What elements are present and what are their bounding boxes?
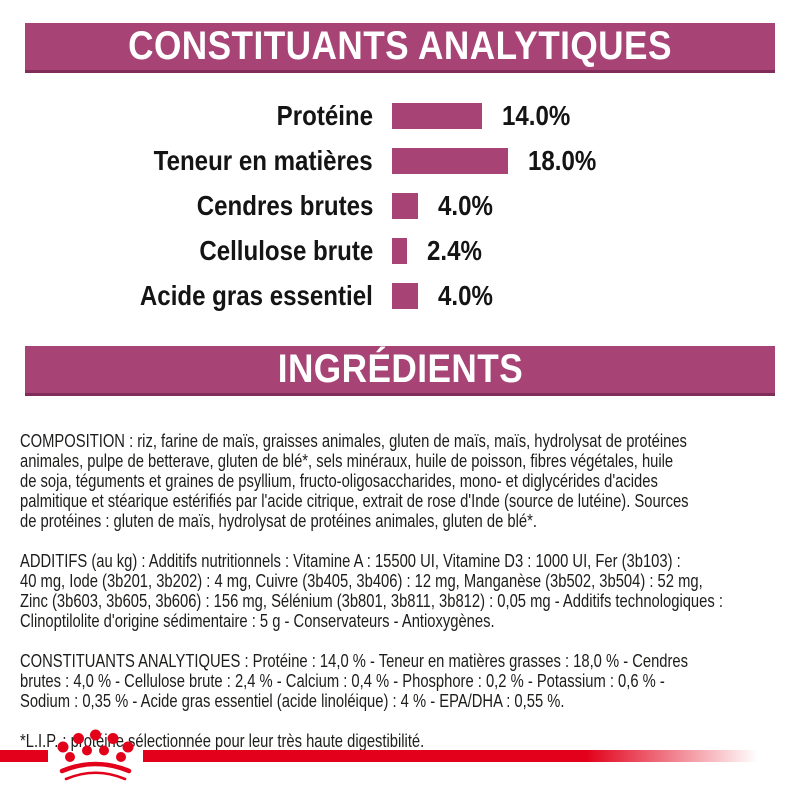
analytical-constituents-header-band: CONSTITUANTS ANALYTIQUES [25, 23, 775, 73]
chart-value-label: 4.0% [437, 279, 493, 311]
chart-bar [392, 192, 418, 219]
chart-row-label: Teneur en matières [153, 144, 373, 176]
crown-dot [116, 752, 126, 762]
ingredients-header-band: INGRÉDIENTS [25, 346, 775, 396]
chart-row-label: Cendres brutes [196, 189, 373, 221]
chart-bar [392, 237, 408, 264]
crown-dot [57, 741, 69, 753]
chart-value-label: 4.0% [437, 189, 493, 221]
chart-bar [392, 282, 418, 309]
chart-bar [392, 102, 482, 129]
chart-value-label: 18.0% [527, 144, 596, 176]
crown-dot [107, 733, 119, 744]
ingredients-text-block: COMPOSITION : riz, farine de maïs, grais… [20, 411, 791, 771]
chart-row: Cellulose brute 2.4% [0, 228, 800, 273]
analytical-constituents-bar-chart: Protéine 14.0% Teneur en matières 18.0% … [0, 93, 800, 318]
chart-row-label: Cellulose brute [199, 234, 373, 266]
brand-strip [0, 700, 800, 800]
crown-dot [65, 752, 75, 762]
analytical-constituents-paragraph: CONSTITUANTS ANALYTIQUES : Protéine : 14… [20, 651, 689, 711]
crown-dot [73, 733, 84, 744]
crown-dot [122, 741, 134, 753]
chart-bar [392, 147, 508, 174]
additives-paragraph: ADDITIFS (au kg) : Additifs nutritionnel… [20, 551, 723, 631]
composition-paragraph: COMPOSITION : riz, farine de maïs, grais… [20, 431, 689, 531]
royal-canin-crown-logo [0, 729, 758, 781]
chart-row: Acide gras essentiel 4.0% [0, 273, 800, 318]
crown-base-arc-thin [64, 771, 127, 781]
analytical-constituents-title: CONSTITUANTS ANALYTIQUES [128, 24, 672, 68]
crown-base-arc-thick [59, 761, 132, 774]
chart-value-label: 2.4% [427, 234, 483, 266]
chart-row-label: Acide gras essentiel [140, 279, 373, 311]
chart-row: Cendres brutes 4.0% [0, 183, 800, 228]
chart-row-label: Protéine [276, 99, 373, 131]
ingredients-title: INGRÉDIENTS [277, 347, 523, 391]
crown-dot [99, 745, 109, 756]
rule-left-segment [0, 750, 48, 762]
lip-footnote: *L.I.P. : protéine sélectionnée pour leu… [20, 731, 425, 751]
crown-dot [82, 745, 92, 756]
chart-row: Protéine 14.0% [0, 93, 800, 138]
rule-right-segment [143, 750, 758, 762]
chart-row: Teneur en matières 18.0% [0, 138, 800, 183]
chart-value-label: 14.0% [502, 99, 571, 131]
crown-dot [90, 729, 101, 741]
